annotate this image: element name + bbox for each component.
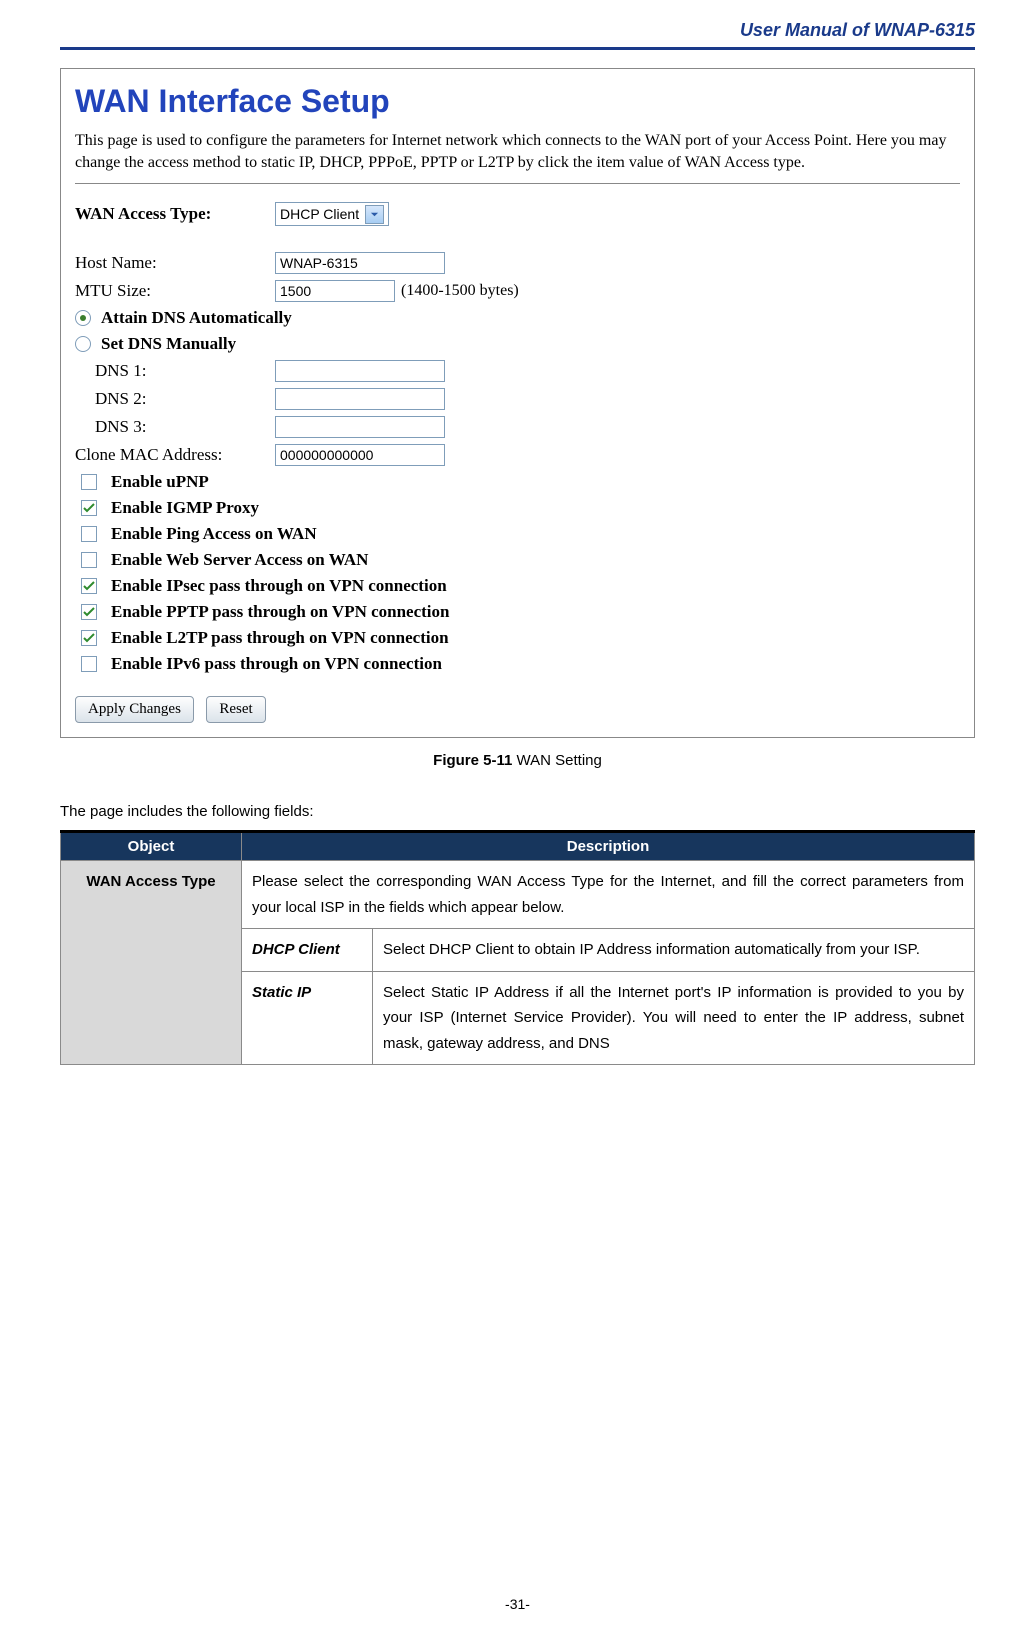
chk-ipsec[interactable]: [81, 578, 97, 594]
panel-description: This page is used to configure the param…: [75, 130, 960, 173]
cell-wan-access-type: WAN Access Type: [61, 861, 242, 1065]
mtu-input[interactable]: [275, 280, 395, 302]
apply-button[interactable]: Apply Changes: [75, 696, 194, 723]
cell-static-key: Static IP: [242, 971, 373, 1065]
cell-dhcp-desc: Select DHCP Client to obtain IP Address …: [373, 929, 975, 972]
chk-l2tp-label: Enable L2TP pass through on VPN connecti…: [111, 628, 449, 648]
host-name-label: Host Name:: [75, 253, 275, 273]
panel-title: WAN Interface Setup: [75, 83, 960, 120]
th-object: Object: [61, 832, 242, 861]
divider: [75, 183, 960, 184]
dns1-label: DNS 1:: [95, 361, 275, 381]
fields-table: Object Description WAN Access Type Pleas…: [60, 830, 975, 1065]
header-rule: [60, 47, 975, 50]
wan-access-label: WAN Access Type:: [75, 204, 275, 224]
cell-wan-access-desc: Please select the corresponding WAN Acce…: [242, 861, 975, 929]
intro-text: The page includes the following fields:: [60, 803, 975, 820]
host-name-input[interactable]: [275, 252, 445, 274]
th-description: Description: [242, 832, 975, 861]
radio-auto-dns[interactable]: [75, 310, 91, 326]
dns2-input[interactable]: [275, 388, 445, 410]
dns3-input[interactable]: [275, 416, 445, 438]
radio-auto-dns-label: Attain DNS Automatically: [101, 308, 292, 328]
chk-web-label: Enable Web Server Access on WAN: [111, 550, 368, 570]
page-number: -31-: [0, 1596, 1035, 1612]
mtu-label: MTU Size:: [75, 281, 275, 301]
reset-button[interactable]: Reset: [206, 696, 265, 723]
chk-upnp[interactable]: [81, 474, 97, 490]
chk-web[interactable]: [81, 552, 97, 568]
chk-pptp[interactable]: [81, 604, 97, 620]
mtu-hint: (1400-1500 bytes): [401, 282, 519, 300]
dns3-label: DNS 3:: [95, 417, 275, 437]
screenshot-panel: WAN Interface Setup This page is used to…: [60, 68, 975, 738]
chk-igmp[interactable]: [81, 500, 97, 516]
dropdown-icon[interactable]: [365, 205, 384, 224]
chk-l2tp[interactable]: [81, 630, 97, 646]
figure-caption: Figure 5-11 WAN Setting: [60, 752, 975, 769]
chk-ipv6-label: Enable IPv6 pass through on VPN connecti…: [111, 654, 442, 674]
wan-access-value: DHCP Client: [280, 206, 359, 222]
radio-manual-dns[interactable]: [75, 336, 91, 352]
radio-manual-dns-label: Set DNS Manually: [101, 334, 236, 354]
chk-upnp-label: Enable uPNP: [111, 472, 209, 492]
chk-igmp-label: Enable IGMP Proxy: [111, 498, 259, 518]
chk-ping-label: Enable Ping Access on WAN: [111, 524, 317, 544]
header-title: User Manual of WNAP-6315: [60, 20, 975, 41]
cell-dhcp-key: DHCP Client: [242, 929, 373, 972]
dns1-input[interactable]: [275, 360, 445, 382]
chk-ipv6[interactable]: [81, 656, 97, 672]
clone-mac-label: Clone MAC Address:: [75, 445, 275, 465]
chk-pptp-label: Enable PPTP pass through on VPN connecti…: [111, 602, 450, 622]
clone-mac-input[interactable]: [275, 444, 445, 466]
chk-ipsec-label: Enable IPsec pass through on VPN connect…: [111, 576, 447, 596]
wan-access-select[interactable]: DHCP Client: [275, 202, 389, 226]
dns2-label: DNS 2:: [95, 389, 275, 409]
chk-ping[interactable]: [81, 526, 97, 542]
cell-static-desc: Select Static IP Address if all the Inte…: [373, 971, 975, 1065]
